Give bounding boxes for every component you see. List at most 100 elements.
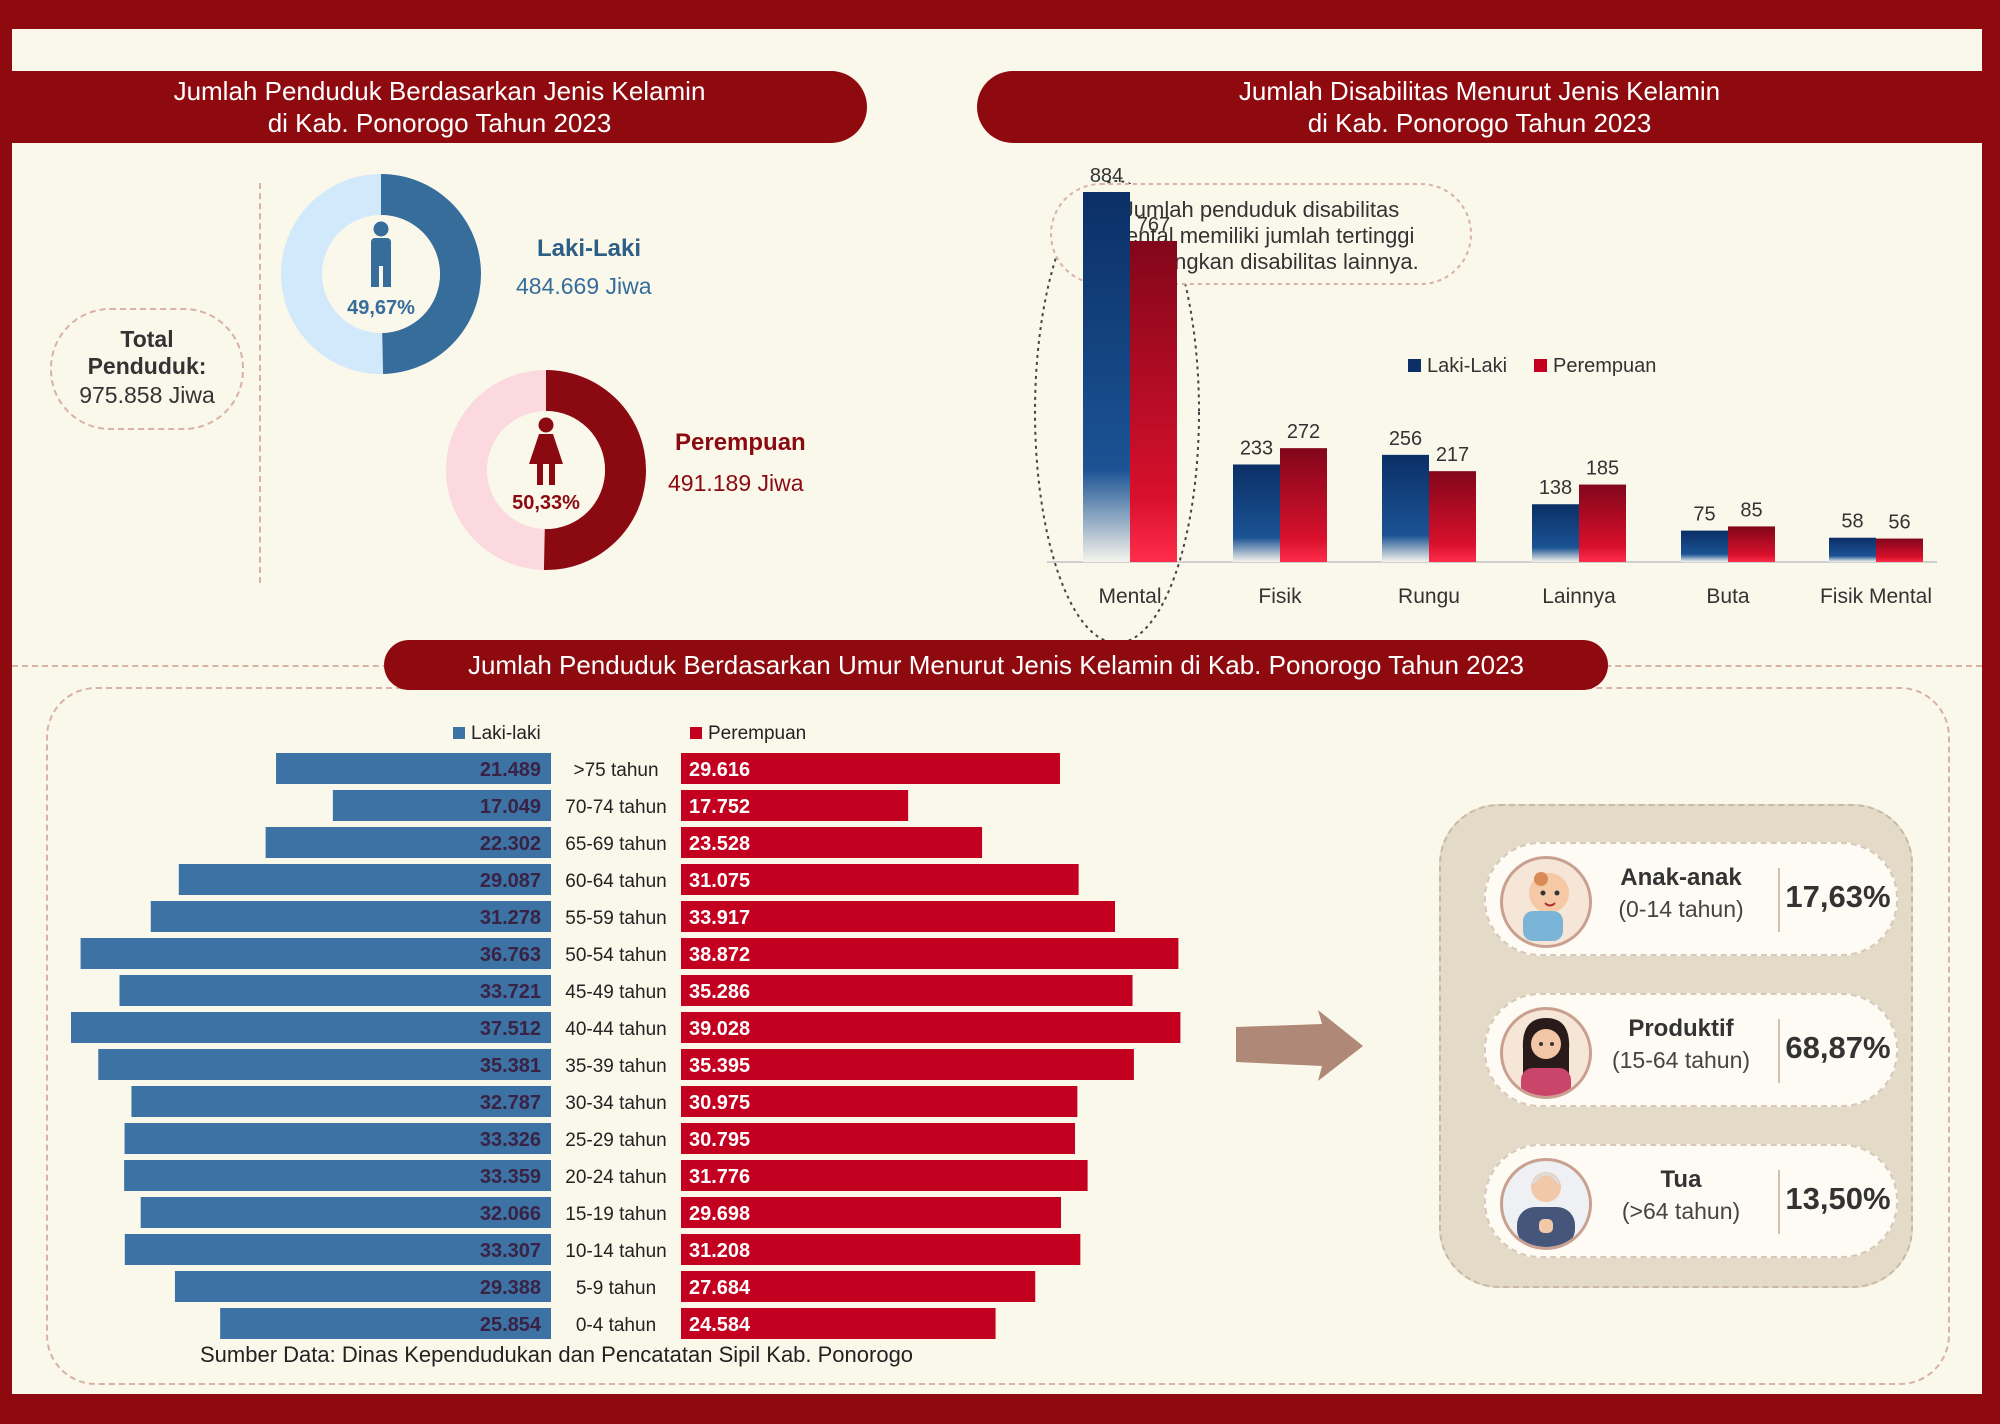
female-donut-arc bbox=[543, 370, 646, 570]
female-value: 491.189 Jiwa bbox=[668, 470, 804, 496]
female-bar-fisik-mental bbox=[1876, 538, 1923, 562]
male-age-bar bbox=[124, 1123, 551, 1154]
male-label: Laki-Laki bbox=[537, 235, 642, 262]
female-person-icon bbox=[529, 417, 563, 485]
age-group-label: 60-64 tahun bbox=[565, 871, 666, 892]
category-range: (>64 tahun) bbox=[1621, 1198, 1741, 1224]
category-card-children: Anak-anak (0-14 tahun) 17,63% bbox=[1484, 842, 1898, 956]
female-age-bar bbox=[681, 1197, 1062, 1228]
age-group-label: 20-24 tahun bbox=[565, 1167, 666, 1188]
male-age-value: 21.489 bbox=[480, 759, 541, 781]
callout-line-1: Jumlah penduduk disabilitas bbox=[1123, 197, 1399, 222]
female-age-bar bbox=[681, 901, 1115, 932]
female-age-value: 27.684 bbox=[689, 1277, 751, 1299]
age-group-label: 50-54 tahun bbox=[565, 945, 666, 966]
gender-title-line2: di Kab. Ponorogo Tahun 2023 bbox=[267, 108, 612, 138]
male-age-value: 35.381 bbox=[480, 1055, 541, 1077]
category-name: Tua bbox=[1660, 1166, 1702, 1193]
female-age-value: 31.208 bbox=[689, 1240, 750, 1262]
total-label: Total Penduduk: bbox=[87, 326, 207, 379]
male-age-bar bbox=[119, 975, 551, 1006]
female-age-value: 30.795 bbox=[689, 1129, 750, 1151]
male-age-bar bbox=[80, 938, 551, 969]
female-age-value: 24.584 bbox=[689, 1314, 751, 1336]
male-bar-lainnya bbox=[1532, 504, 1579, 562]
category-range: (15-64 tahun) bbox=[1611, 1047, 1751, 1073]
male-bar-buta bbox=[1681, 530, 1728, 562]
bar-value-label: 138 bbox=[1539, 477, 1572, 499]
male-percent: 49,67% bbox=[347, 297, 415, 319]
male-age-bar bbox=[174, 1271, 552, 1302]
category-tick-label: Mental bbox=[1098, 585, 1161, 608]
category-tick-label: Rungu bbox=[1398, 585, 1460, 608]
female-age-value: 35.395 bbox=[689, 1055, 750, 1077]
category-card-productive: Produktif (15-64 tahun) 68,87% bbox=[1484, 993, 1898, 1107]
female-age-bar bbox=[681, 1234, 1081, 1265]
category-percent: 68,87% bbox=[1785, 1030, 1891, 1065]
disability-bars: 884 767 Mental 233 272 Fisik 256 217 Rungu 138 185… bbox=[1083, 165, 1932, 608]
legend-label: Laki-Laki bbox=[1427, 355, 1507, 377]
female-bar-buta bbox=[1728, 526, 1775, 562]
age-group-label: >75 tahun bbox=[573, 760, 658, 781]
category-divider bbox=[1778, 868, 1780, 932]
female-age-bar bbox=[681, 827, 983, 858]
male-age-value: 33.326 bbox=[480, 1129, 541, 1151]
female-age-value: 31.075 bbox=[689, 870, 750, 892]
legend-label: Perempuan bbox=[1553, 355, 1656, 377]
male-age-bar bbox=[220, 1308, 551, 1339]
baby-icon bbox=[1500, 856, 1592, 948]
male-age-value: 22.302 bbox=[480, 833, 541, 855]
age-group-label: 55-59 tahun bbox=[565, 908, 666, 929]
disability-title-line1: Jumlah Disabilitas Menurut Jenis Kelamin bbox=[1238, 76, 1721, 106]
disability-title-banner: Jumlah Disabilitas Menurut Jenis Kelamin… bbox=[977, 71, 1982, 143]
male-age-bar bbox=[140, 1197, 551, 1228]
female-age-bar bbox=[681, 1123, 1076, 1154]
age-group-label: 65-69 tahun bbox=[565, 834, 666, 855]
age-group-label: 70-74 tahun bbox=[565, 797, 666, 818]
male-age-value: 33.307 bbox=[480, 1240, 541, 1262]
category-tick-label: Fisik Mental bbox=[1820, 585, 1932, 608]
elder-icon bbox=[1500, 1158, 1592, 1250]
age-group-label: 10-14 tahun bbox=[565, 1241, 666, 1262]
bar-value-label: 233 bbox=[1240, 437, 1273, 459]
female-bar-mental bbox=[1130, 240, 1177, 562]
gender-divider bbox=[259, 183, 261, 583]
female-age-value: 31.776 bbox=[689, 1166, 750, 1188]
male-age-value: 17.049 bbox=[480, 796, 541, 818]
gender-title-banner: Jumlah Penduduk Berdasarkan Jenis Kelami… bbox=[12, 71, 867, 143]
right-arrow-icon bbox=[1236, 1010, 1363, 1081]
male-age-value: 25.854 bbox=[480, 1314, 542, 1336]
male-donut-arc bbox=[381, 174, 481, 374]
male-age-bar bbox=[332, 790, 551, 821]
age-group-label: 25-29 tahun bbox=[565, 1130, 666, 1151]
female-age-bar bbox=[681, 1049, 1134, 1080]
female-label: Perempuan bbox=[675, 429, 806, 456]
male-age-value: 31.278 bbox=[480, 907, 541, 929]
female-age-bar bbox=[681, 1012, 1181, 1043]
female-age-bar bbox=[681, 1271, 1036, 1302]
male-age-bar bbox=[276, 753, 551, 784]
male-age-value: 33.721 bbox=[480, 981, 541, 1003]
female-donut-hole bbox=[487, 411, 605, 529]
disability-title-line2: di Kab. Ponorogo Tahun 2023 bbox=[1307, 108, 1652, 138]
legend-swatch bbox=[453, 727, 465, 739]
age-group-label: 0-4 tahun bbox=[576, 1315, 656, 1336]
category-percent: 17,63% bbox=[1785, 879, 1891, 914]
source-note: Sumber Data: Dinas Kependudukan dan Penc… bbox=[200, 1342, 914, 1367]
female-age-value: 29.698 bbox=[689, 1203, 750, 1225]
female-age-value: 23.528 bbox=[689, 833, 750, 855]
female-age-bar bbox=[681, 864, 1079, 895]
male-age-value: 29.388 bbox=[480, 1277, 541, 1299]
age-group-label: 5-9 tahun bbox=[576, 1278, 656, 1299]
bar-value-label: 185 bbox=[1586, 458, 1619, 480]
male-bar-mental bbox=[1083, 192, 1130, 562]
gender-donuts: 49,67% 50,33% bbox=[281, 174, 646, 570]
woman-icon bbox=[1500, 1007, 1592, 1099]
age-group-label: 45-49 tahun bbox=[565, 982, 666, 1003]
female-age-value: 38.872 bbox=[689, 944, 750, 966]
female-age-value: 33.917 bbox=[689, 907, 750, 929]
bar-value-label: 85 bbox=[1740, 499, 1762, 521]
male-value: 484.669 Jiwa bbox=[516, 273, 652, 299]
female-age-value: 17.752 bbox=[689, 796, 750, 818]
female-age-value: 30.975 bbox=[689, 1092, 750, 1114]
